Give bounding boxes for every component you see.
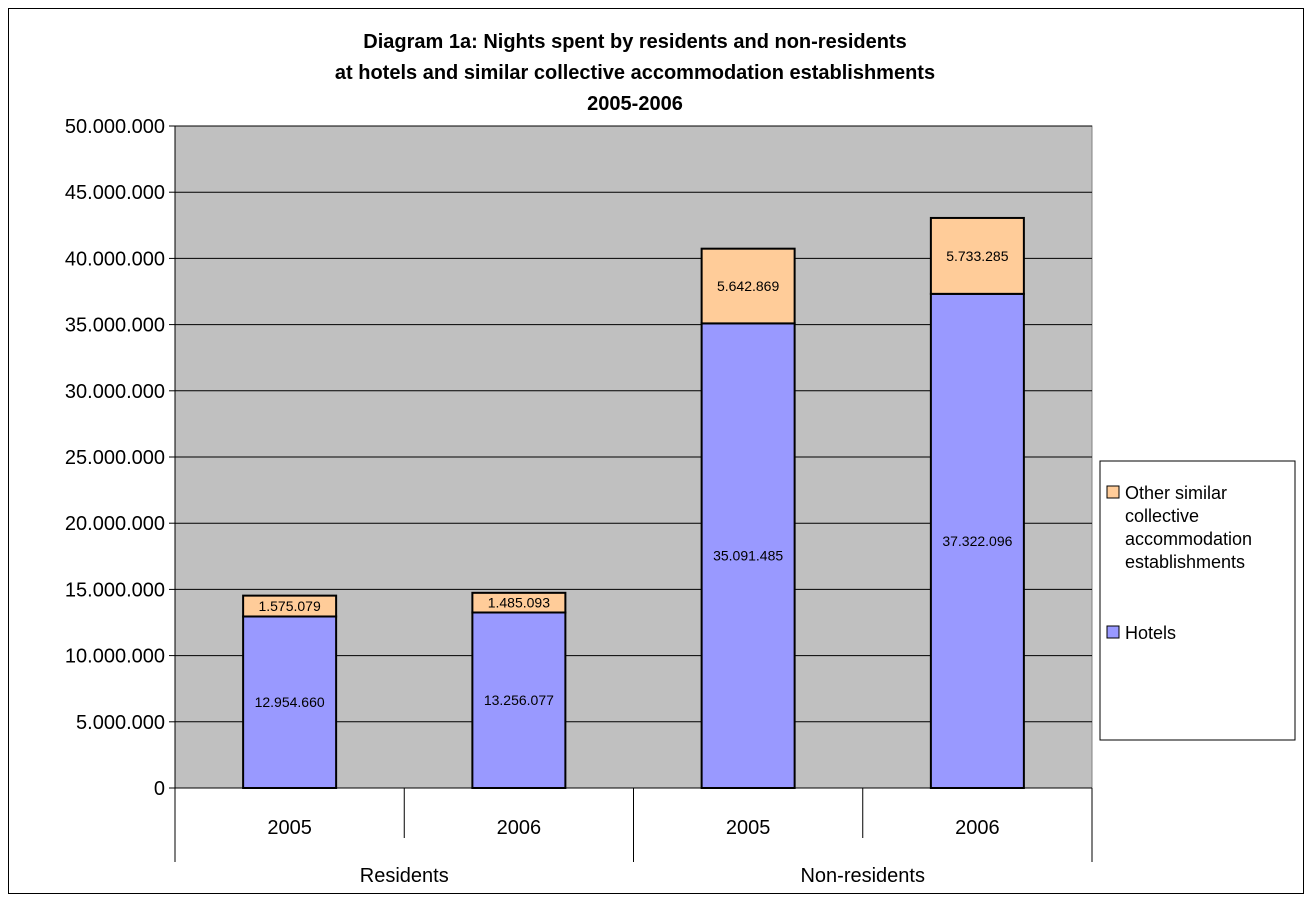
bar-hotels-2 (700, 322, 796, 789)
x-category-label: 2006 (497, 817, 542, 839)
legend-swatch-hotels (1106, 625, 1120, 639)
legend-label-other: Other similar (1125, 483, 1227, 503)
data-label: 1.575.079 (258, 598, 320, 614)
data-label: 13.256.077 (484, 692, 554, 708)
bar-hotels-3 (929, 292, 1025, 789)
x-category-label: 2005 (267, 817, 312, 839)
y-tick-label: 15.000.000 (65, 579, 165, 601)
bar-other-1 (471, 591, 567, 614)
x-category-label: 2005 (726, 817, 771, 839)
x-category-label: 2006 (955, 817, 1000, 839)
x-group-label: Residents (360, 865, 449, 887)
data-label: 5.642.869 (717, 278, 779, 294)
data-label: 35.091.485 (713, 548, 783, 564)
bar-other-3 (929, 216, 1025, 295)
y-tick-label: 25.000.000 (65, 447, 165, 469)
chart-title-line-1: Diagram 1a: Nights spent by residents an… (363, 31, 906, 53)
bar-other-2 (700, 247, 796, 325)
chart-title-line-3: 2005-2006 (587, 93, 683, 115)
bar-hotels-0 (242, 615, 338, 789)
chart-title: Diagram 1a: Nights spent by residents an… (335, 31, 935, 115)
legend-swatch-other (1106, 485, 1120, 499)
plot-area: 0 5.000.000 10.000.000 15.000.000 20.000.000… (65, 116, 1093, 887)
chart-title-line-2: at hotels and similar collective accommo… (335, 62, 935, 84)
data-label: 1.485.093 (488, 595, 550, 611)
legend-label-other: establishments (1125, 552, 1245, 572)
y-tick-label: 40.000.000 (65, 248, 165, 270)
legend-label-hotels: Hotels (1125, 623, 1176, 643)
y-tick-label: 20.000.000 (65, 513, 165, 535)
legend-label-other: accommodation (1125, 529, 1252, 549)
y-tick-label: 50.000.000 (65, 116, 165, 138)
y-tick-label: 0 (154, 778, 165, 800)
y-tick-label: 45.000.000 (65, 182, 165, 204)
legend-box (1099, 460, 1296, 741)
y-tick-label: 5.000.000 (76, 712, 165, 734)
x-group-label: Non-residents (800, 865, 925, 887)
data-label: 5.733.285 (946, 248, 1008, 264)
y-tick-label: 10.000.000 (65, 646, 165, 668)
bar-other-0 (242, 594, 338, 618)
legend-label-other: collective (1125, 506, 1199, 526)
y-tick-label: 35.000.000 (65, 315, 165, 337)
y-tick-label: 30.000.000 (65, 381, 165, 403)
data-label: 12.954.660 (255, 694, 325, 710)
legend: Other similar collective accommodation esta… (1099, 460, 1296, 741)
data-label: 37.322.096 (942, 533, 1012, 549)
